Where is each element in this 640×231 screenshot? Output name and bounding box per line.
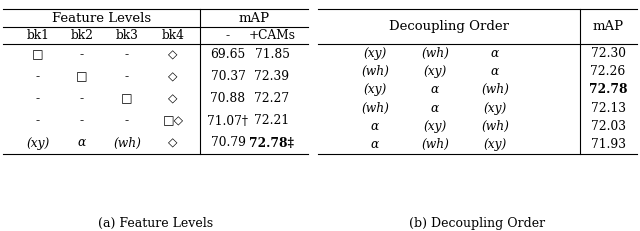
Text: α: α: [491, 65, 499, 78]
Text: -: -: [36, 70, 40, 83]
Text: ◇: ◇: [168, 137, 178, 149]
Text: □: □: [32, 49, 44, 61]
Text: □: □: [121, 92, 133, 106]
Text: 69.65: 69.65: [211, 49, 246, 61]
Text: -: -: [226, 29, 230, 42]
Text: (wh): (wh): [481, 83, 509, 96]
Text: Decoupling Order: Decoupling Order: [389, 20, 509, 33]
Text: 71.93: 71.93: [591, 138, 625, 151]
Text: Feature Levels: Feature Levels: [52, 12, 151, 24]
Text: -: -: [125, 70, 129, 83]
Text: bk2: bk2: [70, 29, 93, 42]
Text: (xy): (xy): [364, 47, 387, 60]
Text: α: α: [371, 138, 379, 151]
Text: ◇: ◇: [168, 49, 178, 61]
Text: (b) Decoupling Order: (b) Decoupling Order: [410, 216, 545, 230]
Text: (xy): (xy): [424, 120, 447, 133]
Text: (xy): (xy): [364, 83, 387, 96]
Text: 72.21: 72.21: [255, 115, 289, 128]
Text: -: -: [80, 115, 84, 128]
Text: 72.78‡: 72.78‡: [250, 137, 294, 149]
Text: (wh): (wh): [421, 47, 449, 60]
Text: mAP: mAP: [239, 12, 269, 24]
Text: mAP: mAP: [593, 20, 624, 33]
Text: (wh): (wh): [361, 102, 389, 115]
Text: 70.37: 70.37: [211, 70, 245, 83]
Text: α: α: [491, 47, 499, 60]
Text: (wh): (wh): [113, 137, 141, 149]
Text: (a) Feature Levels: (a) Feature Levels: [98, 216, 213, 230]
Text: (xy): (xy): [424, 65, 447, 78]
Text: 72.78: 72.78: [589, 83, 627, 96]
Text: α: α: [431, 102, 439, 115]
Text: 72.13: 72.13: [591, 102, 625, 115]
Text: bk1: bk1: [27, 29, 49, 42]
Text: (wh): (wh): [481, 120, 509, 133]
Text: -: -: [125, 49, 129, 61]
Text: α: α: [431, 83, 439, 96]
Text: 72.03: 72.03: [591, 120, 625, 133]
Text: (xy): (xy): [483, 138, 507, 151]
Text: 72.30: 72.30: [591, 47, 625, 60]
Text: -: -: [36, 92, 40, 106]
Text: 71.07†: 71.07†: [207, 115, 248, 128]
Text: -: -: [125, 115, 129, 128]
Text: (xy): (xy): [483, 102, 507, 115]
Text: α: α: [78, 137, 86, 149]
Text: -: -: [80, 49, 84, 61]
Text: bk4: bk4: [161, 29, 184, 42]
Text: -: -: [36, 115, 40, 128]
Text: 70.79: 70.79: [211, 137, 246, 149]
Text: □: □: [76, 70, 88, 83]
Text: 71.85: 71.85: [255, 49, 289, 61]
Text: 70.88: 70.88: [211, 92, 246, 106]
Text: α: α: [371, 120, 379, 133]
Text: (wh): (wh): [421, 138, 449, 151]
Text: 72.27: 72.27: [255, 92, 289, 106]
Text: 72.26: 72.26: [590, 65, 626, 78]
Text: 72.39: 72.39: [255, 70, 289, 83]
Text: (wh): (wh): [361, 65, 389, 78]
Text: +CAMs: +CAMs: [248, 29, 296, 42]
Text: -: -: [80, 92, 84, 106]
Text: (xy): (xy): [26, 137, 50, 149]
Text: ◇: ◇: [168, 70, 178, 83]
Text: ◇: ◇: [168, 92, 178, 106]
Text: □◇: □◇: [163, 115, 184, 128]
Text: bk3: bk3: [116, 29, 138, 42]
